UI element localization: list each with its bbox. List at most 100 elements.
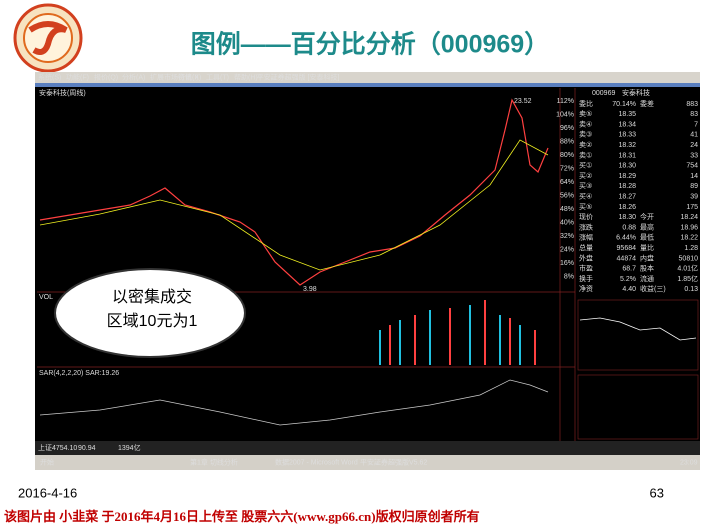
- taskbar-item[interactable]: 平安証券超强版V5.62: [360, 457, 427, 466]
- quote-value: 883: [686, 101, 698, 108]
- menu-bar: [35, 72, 700, 83]
- quote-value: 18.33: [618, 132, 636, 139]
- quote-value: 754: [686, 163, 698, 170]
- quote-value: 18.30: [618, 163, 636, 170]
- axis-label: 40%: [560, 219, 574, 226]
- quote-value: 0.88: [622, 224, 636, 231]
- menu-item[interactable]: 分析(A): [122, 72, 145, 81]
- software-texts: 系统(S) 功能(F) 报价(Q) 分析(A) 扩展市场行情(X)资讯(I) 工具(T) 帮…: [38, 72, 698, 466]
- quote-label: 买③: [579, 182, 592, 190]
- mini-volume: [577, 374, 699, 440]
- quote-value: 18.32: [618, 142, 636, 149]
- quote-value: 18.96: [680, 224, 698, 231]
- quote-label: 净资: [579, 284, 593, 293]
- quote-label: 买⑤: [579, 203, 592, 211]
- quote-value: 44874: [617, 255, 637, 262]
- menu-item[interactable]: 资讯(I): [178, 72, 199, 81]
- quote-value: 18.34: [618, 121, 636, 128]
- quote-label: 卖④: [579, 120, 592, 128]
- quote-value: 18.35: [618, 111, 636, 118]
- quote-label: 市盈: [579, 264, 593, 273]
- menu-item[interactable]: 帮助(H): [234, 72, 258, 81]
- quote-label: 卖②: [579, 141, 592, 149]
- chart-title: 安泰科技(周线): [39, 88, 86, 97]
- axis-label: 56%: [560, 192, 574, 199]
- quote-value: 18.28: [618, 183, 636, 190]
- quote-value: 89: [690, 183, 698, 190]
- toolbar: [35, 83, 700, 87]
- panel-label: VOL: [39, 294, 53, 301]
- quote-label: 买②: [579, 172, 592, 180]
- callout-text: 以密集成交: [112, 288, 192, 306]
- axis-label: 64%: [560, 179, 574, 186]
- quote-value: 4.40: [622, 286, 636, 293]
- menu-item[interactable]: 系统(S): [38, 72, 61, 81]
- quote-value: 14: [690, 173, 698, 180]
- quote-label: 委比: [579, 99, 593, 108]
- quote-label: 买④: [579, 193, 592, 201]
- quote-label: 今开: [640, 212, 654, 221]
- index-item: 90.94: [78, 445, 96, 452]
- taskbar: [35, 455, 700, 470]
- slide-title: 图例——百分比分析（000969）: [191, 30, 549, 59]
- window-title: 平安証券超强版 [安泰科技]: [257, 72, 340, 81]
- quote-label: 卖①: [579, 151, 592, 159]
- quote-value: 0.13: [684, 286, 698, 293]
- quote-label: 涨跌: [579, 222, 593, 231]
- axis-label: 88%: [560, 138, 574, 145]
- menu-item[interactable]: 报价(Q): [94, 72, 118, 81]
- menu-item[interactable]: 扩展市场行情(X): [150, 72, 201, 81]
- mini-chart: [577, 299, 699, 371]
- logo: [13, 3, 83, 73]
- quote-value: 18.29: [618, 173, 636, 180]
- quote-value: 18.22: [680, 235, 698, 242]
- ma-line: [39, 139, 549, 271]
- volume-bars: [389, 300, 536, 365]
- quote-value: 18.24: [680, 214, 698, 221]
- axis-label: 112%: [557, 98, 574, 105]
- axis-label: 72%: [560, 165, 574, 172]
- quote-label: 卖⑤: [579, 110, 592, 118]
- quote-value: 18.30: [618, 214, 636, 221]
- quote-label: 内盘: [640, 253, 654, 262]
- quote-label: 股本: [640, 264, 654, 273]
- quote-label: 委差: [640, 99, 654, 108]
- page-number: 63: [650, 485, 664, 500]
- axis-label: 104%: [556, 111, 574, 118]
- quote-value: 95684: [617, 245, 637, 252]
- quote-value: 18.31: [618, 152, 636, 159]
- quote-value: 18.26: [618, 204, 636, 211]
- quote-value: 24: [690, 142, 698, 149]
- quote-value: 1.85亿: [677, 274, 698, 283]
- quote-label: 买①: [579, 162, 592, 170]
- quote-label: 涨幅: [579, 233, 593, 242]
- taskbar-item[interactable]: 第1章 切线分析: [190, 457, 238, 466]
- sar-line: [39, 379, 549, 426]
- stock-code: 000969: [592, 90, 615, 97]
- quote-value: 41: [690, 132, 698, 139]
- menu-item[interactable]: 功能(F): [66, 72, 89, 81]
- quote-value: 7: [694, 121, 698, 128]
- quote-label: 最低: [640, 233, 654, 242]
- menu-item[interactable]: 工具(T): [206, 73, 229, 81]
- axis-label: 8%: [564, 273, 574, 280]
- taskbar-item[interactable]: 开始: [40, 457, 54, 466]
- quote-value: 175: [686, 204, 698, 211]
- quote-label: 换手: [579, 274, 593, 283]
- quote-value: 33: [690, 152, 698, 159]
- quote-label: 现价: [579, 213, 593, 221]
- quote-value: 1.28: [684, 245, 698, 252]
- index-item: 1394亿: [118, 443, 141, 452]
- quote-value: 39: [690, 194, 698, 201]
- quote-value: 83: [690, 111, 698, 118]
- quote-value: 70.14%: [612, 101, 636, 108]
- quote-value: 50810: [679, 255, 699, 262]
- high-label: 23.52: [514, 98, 532, 105]
- quote-label: 最高: [640, 222, 654, 231]
- taskbar-item[interactable]: 数据2007 - Microsoft Word: [275, 457, 358, 466]
- axis-label: 96%: [560, 125, 574, 132]
- mini-line: [579, 317, 697, 341]
- volume-bars: [379, 305, 521, 365]
- axis-label: 16%: [560, 260, 574, 267]
